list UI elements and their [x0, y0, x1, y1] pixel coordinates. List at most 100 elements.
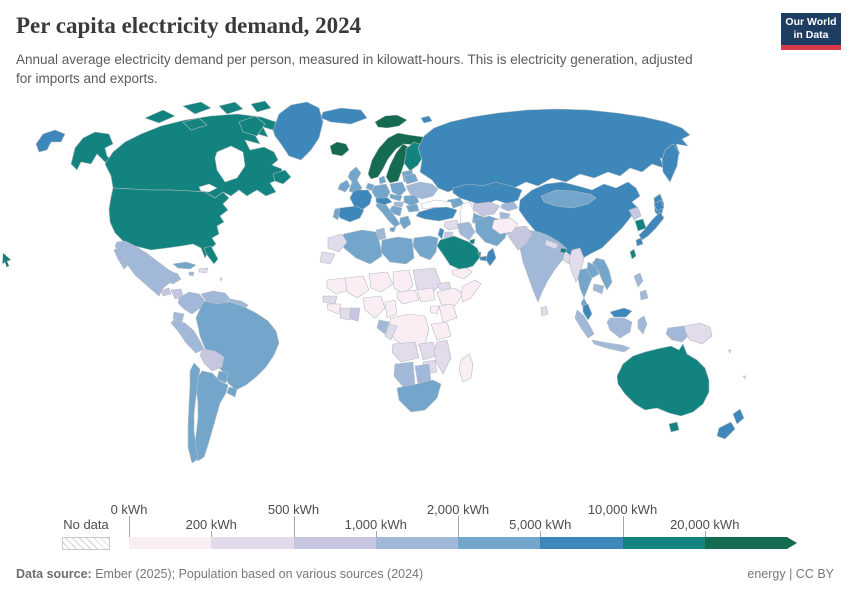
country-alpine[interactable]: [375, 197, 393, 206]
country-ethiopia[interactable]: [436, 287, 464, 307]
country-madagascar[interactable]: [458, 353, 474, 383]
country-new-zealand-north[interactable]: [732, 408, 745, 425]
country-benelux[interactable]: [365, 182, 375, 192]
country-philippines-mindanao[interactable]: [639, 289, 649, 301]
legend-segment[interactable]: [375, 537, 458, 549]
country-new-zealand-south[interactable]: [716, 421, 736, 440]
country-greenland-ne[interactable]: [320, 107, 368, 125]
legend-segment[interactable]: [293, 537, 376, 549]
country-kyrgyzstan[interactable]: [500, 201, 519, 212]
legend-segment[interactable]: [129, 537, 212, 549]
country-mexico-baja[interactable]: [113, 247, 129, 270]
country-argentina[interactable]: [193, 370, 229, 462]
country-australia-tasmania[interactable]: [668, 421, 680, 433]
country-greenland[interactable]: [272, 101, 324, 161]
country-papua-new-guinea[interactable]: [683, 322, 713, 345]
country-chad[interactable]: [392, 269, 414, 295]
country-nepal[interactable]: [544, 239, 559, 250]
country-eritrea[interactable]: [436, 281, 452, 291]
country-canada-newfoundland[interactable]: [272, 169, 292, 185]
country-cambodia[interactable]: [592, 283, 605, 295]
country-uzbekistan[interactable]: [472, 201, 501, 217]
legend-segment[interactable]: [622, 537, 705, 549]
country-russia-franzjosef[interactable]: [420, 115, 433, 124]
country-angola[interactable]: [391, 341, 420, 363]
country-balkans[interactable]: [389, 205, 403, 217]
country-svalbard[interactable]: [374, 114, 408, 129]
country-italy[interactable]: [375, 199, 401, 228]
country-kenya[interactable]: [438, 303, 458, 323]
country-ivory-coast[interactable]: [339, 307, 352, 321]
legend-segment[interactable]: [704, 537, 787, 549]
country-mexico-yucatan[interactable]: [166, 272, 182, 285]
country-belarus[interactable]: [403, 173, 419, 185]
country-colombia[interactable]: [177, 291, 205, 315]
country-chile[interactable]: [187, 362, 201, 464]
country-tunisia[interactable]: [375, 227, 387, 241]
country-kuwait[interactable]: [469, 238, 476, 245]
country-hungary[interactable]: [393, 201, 405, 208]
country-ghana[interactable]: [349, 307, 361, 322]
country-usa-florida[interactable]: [203, 245, 219, 265]
country-egypt[interactable]: [412, 235, 439, 261]
country-bhutan[interactable]: [559, 247, 568, 254]
country-pakistan[interactable]: [506, 225, 533, 251]
country-hispaniola[interactable]: [198, 267, 209, 274]
country-mozambique[interactable]: [433, 339, 452, 375]
country-canada-victoria[interactable]: [182, 117, 208, 131]
country-canada-island[interactable]: [182, 101, 212, 115]
country-peru[interactable]: [170, 319, 205, 354]
country-canada-island[interactable]: [250, 100, 272, 113]
country-israel[interactable]: [437, 227, 445, 240]
country-vietnam[interactable]: [592, 257, 613, 291]
country-congo[interactable]: [384, 323, 398, 341]
country-japan-honshu[interactable]: [638, 211, 665, 241]
country-russia-kamchatka[interactable]: [661, 143, 680, 183]
country-niger[interactable]: [368, 271, 394, 293]
owid-logo[interactable]: Our World in Data: [781, 13, 841, 50]
country-indonesia-kalimantan[interactable]: [606, 317, 633, 339]
country-canada-baffin[interactable]: [238, 115, 266, 137]
country-pacific-islands[interactable]: [742, 375, 747, 380]
country-philippines-luzon[interactable]: [633, 272, 644, 288]
country-mongolia[interactable]: [540, 189, 597, 209]
country-south-sudan[interactable]: [416, 287, 436, 303]
country-ukraine[interactable]: [405, 181, 439, 200]
country-nigeria[interactable]: [362, 295, 386, 319]
country-ireland[interactable]: [337, 179, 351, 193]
country-iceland[interactable]: [329, 141, 350, 157]
country-western-sahara[interactable]: [319, 251, 336, 265]
country-uganda[interactable]: [429, 305, 440, 315]
country-russia[interactable]: [417, 108, 691, 193]
country-jamaica[interactable]: [188, 271, 195, 277]
country-cameroon[interactable]: [384, 299, 398, 319]
country-saudi-arabia[interactable]: [436, 235, 482, 271]
country-canada-island[interactable]: [144, 109, 176, 124]
country-czechia[interactable]: [389, 193, 403, 202]
legend-segment[interactable]: [211, 537, 294, 549]
country-australia[interactable]: [616, 343, 710, 417]
country-pacific-islands[interactable]: [727, 349, 732, 354]
country-iraq[interactable]: [456, 221, 476, 241]
legend-segment[interactable]: [458, 537, 541, 549]
country-namibia[interactable]: [393, 361, 416, 389]
country-venezuela[interactable]: [200, 290, 231, 306]
country-italy-sicily[interactable]: [389, 226, 397, 233]
country-japan-kyushu[interactable]: [635, 237, 644, 247]
country-afghanistan[interactable]: [491, 217, 519, 235]
country-paraguay[interactable]: [216, 370, 229, 384]
country-sri-lanka[interactable]: [540, 305, 549, 317]
country-libya[interactable]: [380, 236, 415, 265]
country-guinea[interactable]: [326, 303, 342, 315]
country-turkey[interactable]: [415, 206, 458, 222]
country-japan-hokkaido[interactable]: [653, 199, 665, 212]
country-guatemala[interactable]: [160, 287, 172, 297]
country-malaysia-borneo[interactable]: [609, 307, 633, 318]
country-somalia[interactable]: [460, 279, 482, 303]
country-cuba[interactable]: [172, 261, 197, 270]
country-greece[interactable]: [399, 215, 412, 230]
country-qatar[interactable]: [477, 251, 482, 258]
country-gabon[interactable]: [376, 319, 390, 335]
country-germany[interactable]: [371, 183, 391, 201]
country-north-korea[interactable]: [628, 206, 642, 221]
